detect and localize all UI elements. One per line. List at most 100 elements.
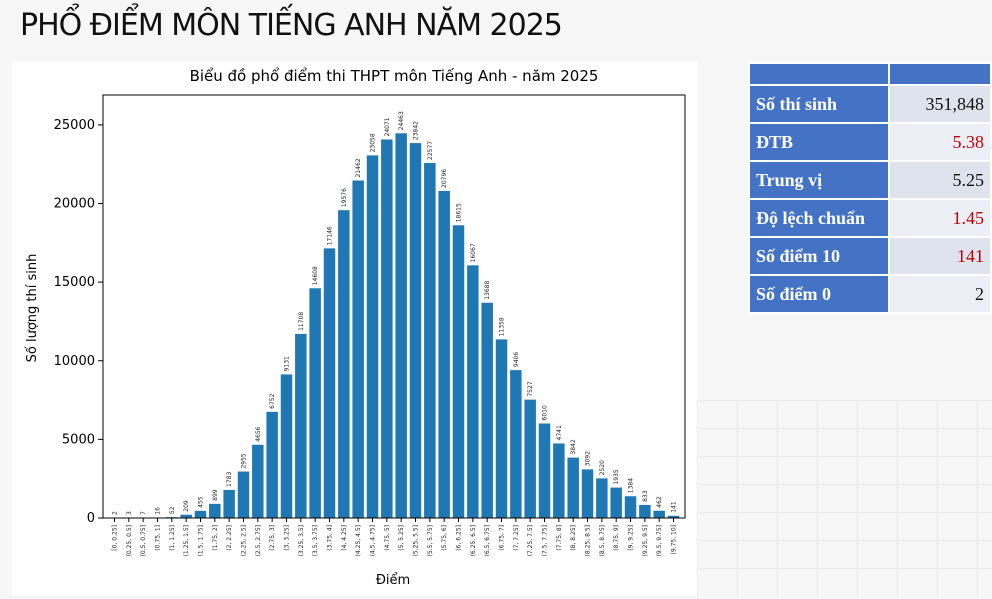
row-value: 141	[889, 237, 991, 275]
value-label: 16	[154, 507, 161, 515]
value-label: 11708	[298, 312, 305, 331]
bar	[252, 445, 263, 518]
bar	[653, 511, 664, 518]
x-tick-label: (6.25, 6.5]	[470, 525, 477, 556]
page-title: PHỔ ĐIỂM MÔN TIẾNG ANH NĂM 2025	[20, 8, 562, 43]
bar	[195, 511, 206, 518]
chart-title: Biểu đồ phổ điểm thi THPT môn Tiếng Anh …	[190, 67, 599, 85]
x-tick-label: (7.75, 8]	[556, 525, 563, 551]
x-tick-label: (3, 3.25]	[283, 525, 290, 551]
x-tick-label: (7.25, 7.5]	[527, 525, 534, 556]
x-tick-label: [0, 0.25]	[111, 525, 118, 551]
row-label: Độ lệch chuẩn	[749, 199, 889, 237]
value-label: 3092	[585, 451, 592, 466]
y-tick-label: 25000	[54, 118, 95, 133]
value-label: 2	[111, 511, 118, 515]
value-label: 23842	[413, 121, 420, 140]
x-tick-label: (4.75, 5]	[384, 525, 391, 551]
x-tick-label: (2, 2.25]	[226, 525, 233, 551]
x-tick-label: (9.5, 9.75]	[656, 525, 663, 556]
y-tick-label: 20000	[54, 197, 95, 212]
x-tick-label: (8.25, 8.5]	[585, 525, 592, 556]
value-label: 455	[197, 496, 204, 508]
bar	[223, 490, 234, 518]
value-label: 13688	[484, 280, 491, 299]
row-value: 2	[889, 275, 991, 313]
value-label: 7527	[527, 381, 534, 396]
value-label: 209	[183, 500, 190, 512]
chart-card: Biểu đồ phổ điểm thi THPT môn Tiếng Anh …	[12, 62, 697, 595]
bar	[524, 400, 535, 518]
x-tick-label: (0.25, 0.5]	[126, 525, 133, 556]
bar	[582, 469, 593, 518]
y-tick-label: 5000	[62, 432, 95, 447]
x-tick-label: (2.25, 2.5]	[240, 525, 247, 556]
x-tick-label: (2.5, 2.75]	[255, 525, 262, 556]
value-label: 899	[212, 489, 219, 501]
y-tick-label: 10000	[54, 354, 95, 369]
x-tick-label: (1.25, 1.5]	[183, 525, 190, 556]
value-label: 7	[140, 511, 147, 515]
x-tick-label: (9.25, 9.5]	[642, 525, 649, 556]
value-label: 6010	[542, 405, 549, 420]
value-label: 4741	[556, 425, 563, 440]
header-cell	[749, 63, 889, 85]
y-axis-label: Số lượng thí sinh	[25, 254, 40, 363]
bar	[424, 163, 435, 518]
x-tick-label: (4.25, 4.5]	[355, 525, 362, 556]
x-tick-label: (5.5, 5.75]	[427, 525, 434, 556]
x-tick-label: (8.5, 8.75]	[599, 525, 606, 556]
bar	[453, 225, 464, 518]
row-label: Số điểm 10	[749, 237, 889, 275]
bar	[553, 443, 564, 518]
x-tick-label: (5, 5.25]	[398, 525, 405, 551]
chart: Biểu đồ phổ điểm thi THPT môn Tiếng Anh …	[12, 62, 697, 595]
x-tick-label: (1.75, 2]	[212, 525, 219, 551]
value-label: 462	[656, 496, 663, 508]
value-label: 1783	[226, 472, 233, 487]
value-label: 14608	[312, 266, 319, 285]
value-label: 1935	[613, 469, 620, 484]
row-value: 5.25	[889, 161, 991, 199]
row-label: Số thí sinh	[749, 85, 889, 123]
bar	[309, 288, 320, 518]
row-label: Trung vị	[749, 161, 889, 199]
x-tick-label: (6.75, 7]	[499, 525, 506, 551]
bar	[266, 412, 277, 518]
bar	[324, 248, 335, 518]
value-label: 9406	[513, 352, 520, 367]
header-cell	[889, 63, 991, 85]
value-label: 21462	[355, 158, 362, 177]
x-tick-label: (5.75, 6]	[441, 525, 448, 551]
bar	[510, 370, 521, 518]
x-tick-label: (8.75, 9]	[613, 525, 620, 551]
value-label: 833	[642, 490, 649, 502]
x-tick-label: (7, 7.25]	[513, 525, 520, 551]
value-label: 2955	[240, 453, 247, 468]
bar	[395, 133, 406, 518]
background-floor	[697, 400, 992, 595]
bar	[410, 143, 421, 518]
bar	[625, 496, 636, 518]
bar	[596, 478, 607, 518]
bar	[567, 458, 578, 518]
row-value: 351,848	[889, 85, 991, 123]
bar	[481, 303, 492, 518]
bar	[438, 191, 449, 518]
x-tick-label: (1.5, 1.75]	[197, 525, 204, 556]
row-value: 5.38	[889, 123, 991, 161]
x-tick-label: (9, 9.25]	[628, 525, 635, 551]
x-tick-label: (7.5, 7.75]	[542, 525, 549, 556]
value-label: 22577	[427, 141, 434, 160]
x-tick-label: (6.5, 6.75]	[484, 525, 491, 556]
value-label: 19576	[341, 188, 348, 207]
value-label: 18615	[456, 203, 463, 222]
bar	[539, 423, 550, 518]
value-label: 17146	[326, 226, 333, 245]
x-tick-label: (1, 1.25]	[169, 525, 176, 551]
x-tick-label: (3.5, 3.75]	[312, 525, 319, 556]
